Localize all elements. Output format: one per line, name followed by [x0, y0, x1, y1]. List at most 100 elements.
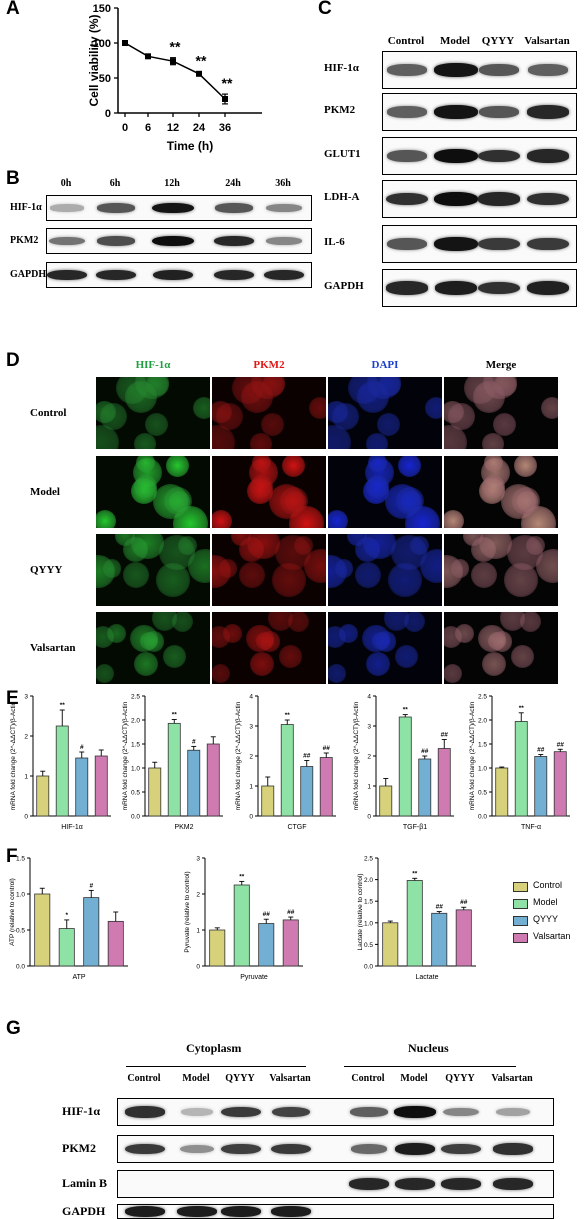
protein-band: [263, 269, 305, 281]
cell-blob: [178, 536, 197, 556]
x-axis-title: PKM2: [174, 824, 193, 831]
protein-band: [441, 1143, 481, 1155]
channel-label: DAPI: [371, 359, 399, 371]
cell-blob: [309, 397, 326, 420]
lane-label: Model: [182, 1073, 210, 1084]
protein-band: [385, 281, 429, 295]
cell-blob: [122, 562, 149, 588]
y-tick-label: 3: [367, 724, 371, 731]
y-tick-label: 1: [24, 774, 28, 781]
protein-band: [440, 1178, 482, 1190]
y-tick-label: 2: [196, 892, 200, 899]
cell-blob: [482, 475, 505, 499]
y-tick-label: 2.5: [364, 856, 373, 863]
cell-blob: [172, 612, 194, 633]
y-axis-title: ATP (relative to control): [9, 878, 16, 946]
cell-blob: [481, 651, 506, 676]
legend-swatch: [513, 933, 528, 943]
protein-band: [526, 105, 570, 119]
cell-blob: [232, 377, 265, 404]
protein-band: [125, 1106, 165, 1118]
row-label: GAPDH: [10, 269, 47, 280]
significance-mark: ##: [436, 904, 444, 911]
bar: [187, 749, 201, 817]
bar: [534, 756, 548, 817]
protein-band: [46, 269, 88, 281]
cell-blob: [230, 534, 252, 547]
cell-blob: [304, 549, 326, 583]
y-tick-label: 2.5: [478, 694, 487, 701]
y-tick-label: 0.5: [364, 942, 373, 949]
protein-band: [95, 269, 137, 281]
bar: [379, 785, 393, 817]
significance-mark: **: [519, 705, 525, 712]
x-tick-label: 12: [167, 122, 179, 134]
protein-band: [176, 1206, 218, 1217]
protein-band: [387, 150, 427, 162]
row-label: HIF-1α: [62, 1104, 101, 1118]
cell-blob: [387, 563, 422, 598]
significance-mark: #: [89, 882, 93, 889]
cell-blob: [144, 631, 165, 652]
protein-band: [266, 203, 302, 213]
cell-blob: [134, 433, 156, 449]
protein-band: [348, 1178, 390, 1190]
protein-band: [443, 1107, 479, 1117]
cell-blob: [420, 549, 442, 583]
protein-band: [434, 237, 478, 251]
row-label: GAPDH: [324, 280, 364, 292]
y-tick-label: 2.0: [478, 718, 487, 725]
cell-blob: [444, 663, 463, 684]
group-divider: [126, 1066, 306, 1067]
protein-band: [96, 236, 136, 246]
cell-blob: [398, 456, 422, 477]
significance-mark: ##: [287, 909, 295, 916]
protein-band: [434, 63, 478, 77]
row-label: GLUT1: [324, 148, 361, 160]
cell-blob: [514, 456, 538, 477]
protein-band: [492, 1178, 534, 1190]
protein-band: [478, 281, 520, 295]
bar: [382, 922, 399, 967]
cell-blob: [249, 651, 274, 676]
micrograph: [212, 456, 326, 528]
significance-mark: ##: [537, 747, 545, 754]
micrograph: [328, 612, 442, 684]
protein-band: [48, 236, 86, 246]
protein-band: [394, 1106, 436, 1118]
cell-blob: [252, 456, 271, 472]
cell-blob: [520, 612, 542, 633]
y-axis-title: Cell viability (%): [87, 14, 101, 106]
blot-strip: [382, 225, 577, 263]
channel-label: PKM2: [253, 359, 285, 371]
bar: [107, 920, 124, 967]
blot-strip: [382, 51, 577, 89]
bar: [167, 722, 181, 817]
protein-band: [526, 149, 570, 163]
y-tick-label: 1: [367, 784, 371, 791]
y-tick-label: 2.0: [131, 718, 140, 725]
significance-mark: ##: [421, 748, 429, 755]
y-tick-label: 0.5: [478, 790, 487, 797]
y-axis-title: mRNA fold change (2^-ΔΔCT)/β-Actin: [353, 701, 360, 810]
y-tick-label: 0: [105, 108, 111, 120]
y-tick-label: 2: [367, 754, 371, 761]
cell-blob: [114, 534, 136, 547]
significance-mark: ##: [263, 911, 271, 918]
panel-label-d: D: [6, 350, 20, 371]
blot-strip: [117, 1170, 554, 1198]
panel-label-b: B: [6, 168, 20, 189]
channel-label: HIF-1α: [135, 359, 171, 371]
cell-blob: [384, 612, 410, 631]
bar: [455, 909, 472, 967]
micrograph: [96, 534, 210, 606]
bar: [36, 775, 50, 817]
bar: [280, 724, 294, 817]
row-label: HIF-1α: [324, 62, 359, 74]
y-tick-label: 0: [24, 814, 28, 821]
cell-blob: [261, 412, 285, 436]
blot-strip: [117, 1135, 554, 1163]
protein-band: [271, 1143, 311, 1155]
protein-band: [125, 1143, 165, 1155]
cell-blob: [450, 559, 470, 579]
